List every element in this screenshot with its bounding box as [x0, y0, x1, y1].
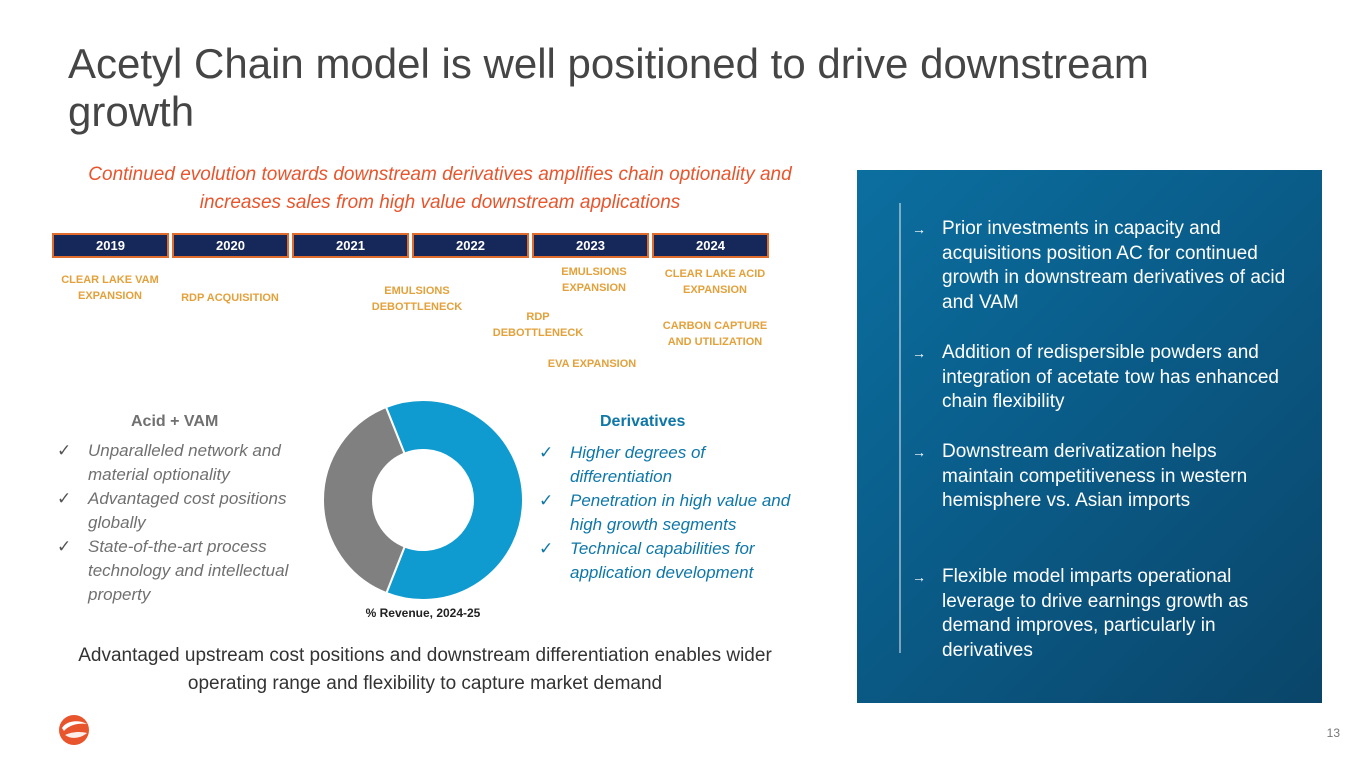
event-rdp-acquisition: RDP ACQUISITION — [181, 292, 279, 304]
list-item: ✓ Technical capabilities for application … — [539, 539, 755, 582]
timeline-subtitle: Continued evolution towards downstream d… — [88, 164, 792, 213]
bottom-summary: Advantaged upstream cost positions and d… — [78, 645, 772, 694]
list-item: ✓ State-of-the-art process technology and… — [57, 537, 289, 604]
checkmark-icon: ✓ — [539, 491, 554, 510]
event-clear-lake-acid: CLEAR LAKE ACID EXPANSION — [664, 268, 766, 296]
panel-item: → Flexible model imparts operational lev… — [912, 566, 1249, 661]
checkmark-icon: ✓ — [539, 443, 554, 462]
panel-item: → Prior investments in capacity and acqu… — [912, 218, 1286, 313]
derivatives-heading: Derivatives — [600, 413, 686, 430]
checkmark-icon: ✓ — [539, 539, 554, 558]
checkmark-icon: ✓ — [57, 489, 72, 508]
acid-vam-list: ✓ Unparalleled network and material optio… — [57, 439, 327, 607]
arrow-right-icon: → — [912, 444, 926, 460]
list-item: ✓ Unparalleled network and material optio… — [57, 441, 281, 484]
year-2021: 2021 — [292, 233, 409, 258]
celanese-logo-icon — [59, 715, 89, 745]
list-item: ✓ Higher degrees of differentiation — [539, 443, 706, 486]
donut-segment-acid-vam — [322, 405, 406, 595]
event-emulsions-expansion: EMULSIONS EXPANSION — [561, 266, 627, 294]
year-2022: 2022 — [412, 233, 529, 258]
checkmark-icon: ✓ — [57, 537, 72, 556]
year-2024: 2024 — [652, 233, 769, 258]
event-rdp-debottleneck: RDP DEBOTTLENECK — [492, 311, 584, 339]
arrow-right-icon: → — [912, 569, 926, 585]
panel-divider — [899, 203, 901, 653]
key-points-panel: → Prior investments in capacity and acqu… — [857, 170, 1322, 703]
derivatives-list: ✓ Higher degrees of differentiation ✓ Pene… — [539, 441, 804, 585]
slide-title: Acetyl Chain model is well positioned to… — [68, 40, 1149, 135]
acid-vam-heading: Acid + VAM — [131, 413, 219, 430]
list-item: ✓ Penetration in high value and high grow… — [539, 491, 791, 534]
year-2023: 2023 — [532, 233, 649, 258]
event-carbon-capture: CARBON CAPTURE AND UTILIZATION — [662, 320, 768, 348]
arrow-right-icon: → — [912, 221, 926, 237]
year-2019: 2019 — [52, 233, 169, 258]
event-eva-expansion: EVA EXPANSION — [547, 358, 637, 370]
list-item: ✓ Advantaged cost positions globally — [57, 489, 287, 532]
donut-segment-derivatives — [384, 399, 524, 601]
year-2020: 2020 — [172, 233, 289, 258]
arrow-right-icon: → — [912, 345, 926, 361]
panel-item: → Downstream derivatization helps mainta… — [912, 441, 1248, 511]
donut-label: % Revenue, 2024-25 — [365, 606, 481, 620]
page-number: 13 — [1326, 726, 1340, 740]
event-clear-lake-vam: CLEAR LAKE VAM EXPANSION — [61, 274, 159, 302]
revenue-donut-chart — [322, 399, 524, 601]
checkmark-icon: ✓ — [57, 441, 72, 460]
event-emulsions-debottleneck: EMULSIONS DEBOTTLENECK — [371, 285, 463, 313]
panel-item: → Addition of redispersible powders and … — [912, 342, 1279, 412]
